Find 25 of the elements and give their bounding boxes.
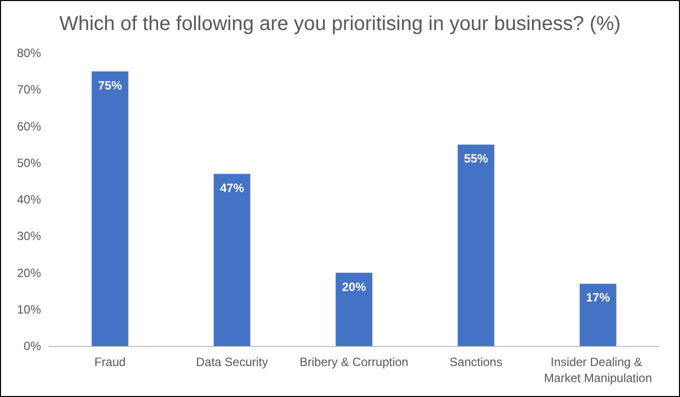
bar (580, 284, 616, 346)
y-tick-label: 20% (16, 266, 42, 280)
y-tick-label: 30% (16, 229, 42, 244)
bar (214, 174, 250, 346)
data-label: 55% (464, 152, 488, 166)
y-tick-label: 40% (16, 192, 42, 206)
y-tick-label: 60% (16, 119, 42, 134)
y-tick-label: 10% (16, 302, 42, 316)
chart-title: Which of the following are you prioritising in your business? (%) (59, 13, 621, 35)
y-tick-label: 50% (16, 156, 42, 170)
x-tick-label: Sanctions (450, 355, 502, 369)
data-label: 75% (98, 78, 122, 92)
x-tick-label: Data Security (196, 355, 268, 369)
y-tick-label: 70% (16, 82, 42, 97)
bar (458, 144, 494, 346)
x-tick-label: Fraud (94, 355, 126, 369)
y-tick-label: 0% (24, 339, 42, 353)
y-tick-label: 80% (16, 46, 42, 60)
data-label: 17% (586, 290, 610, 305)
bar (336, 272, 372, 346)
data-label: 47% (220, 180, 244, 195)
x-tick-label: Insider Dealing & Market Manipulation (544, 355, 652, 385)
bar (92, 71, 128, 346)
data-label: 20% (342, 280, 366, 294)
x-tick-label: Bribery & Corruption (300, 355, 408, 369)
